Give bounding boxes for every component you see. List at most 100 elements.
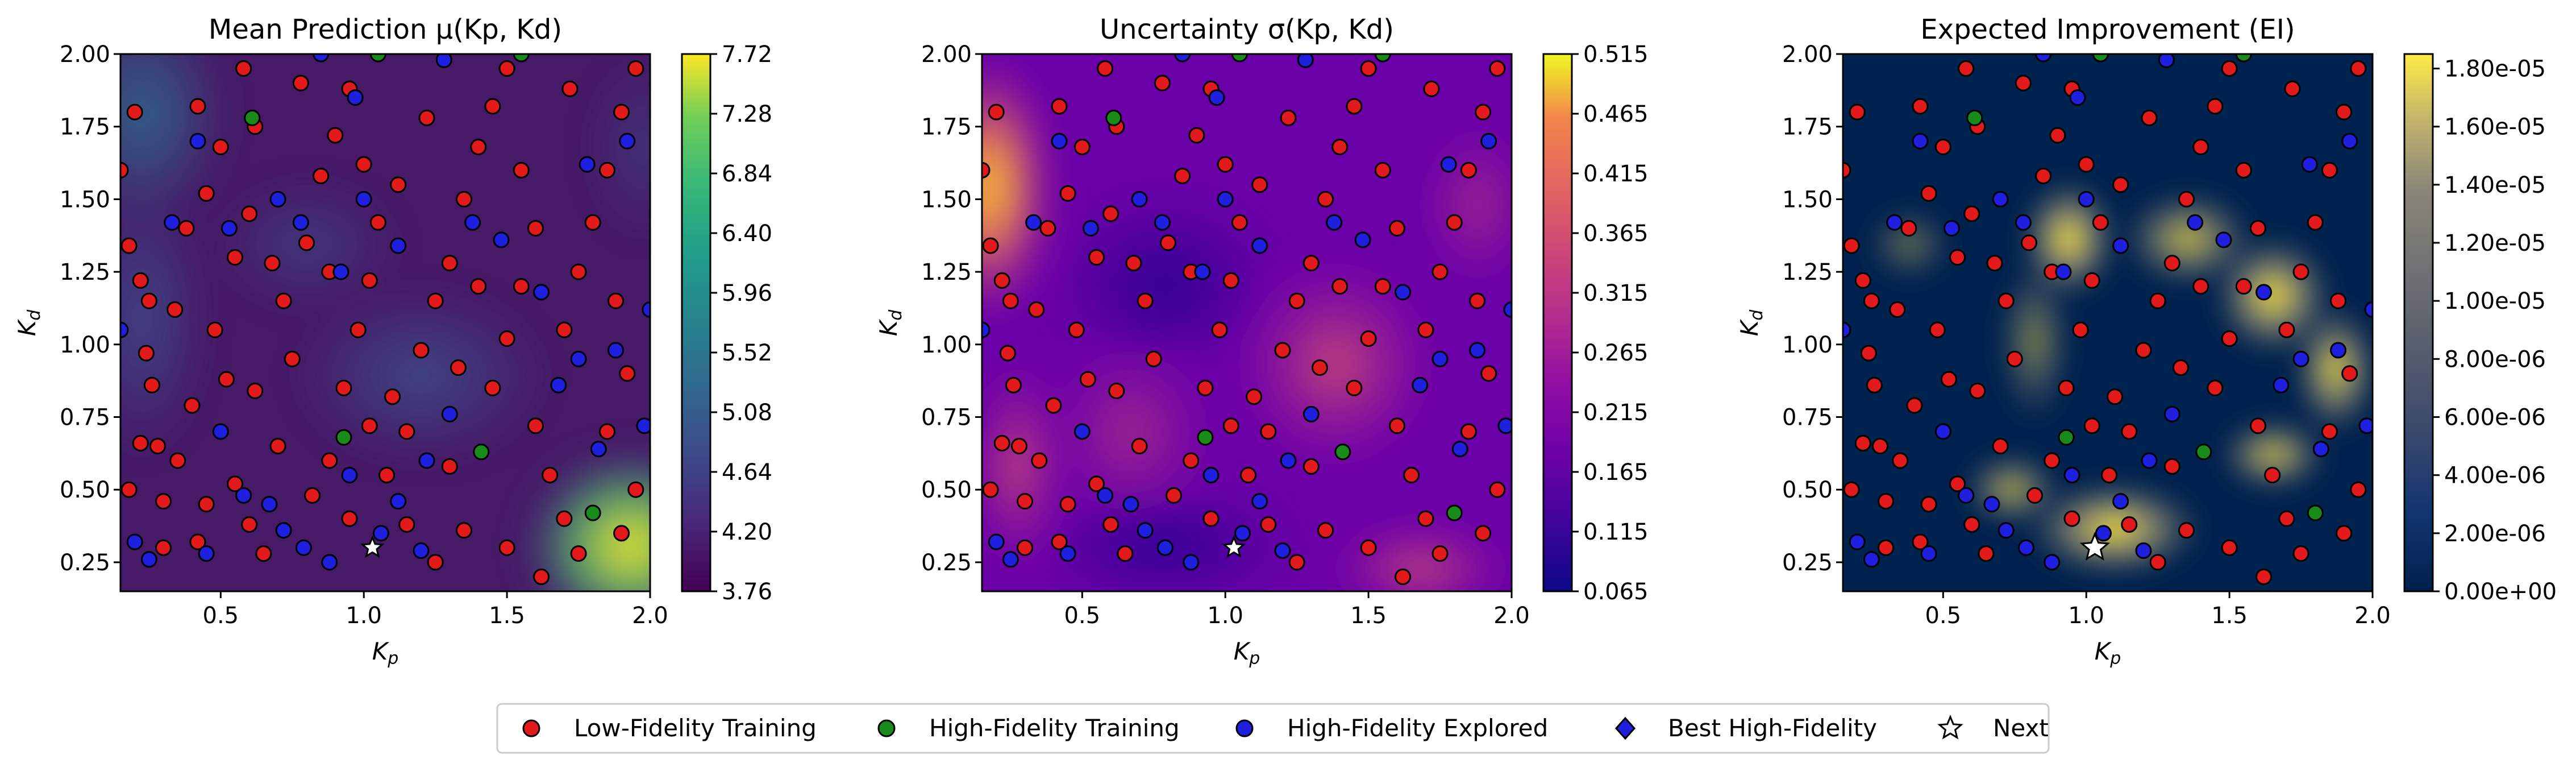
colorbar-tick-label: 0.00e+00 [2444, 579, 2557, 605]
high-fidelity-explored-point [2292, 350, 2309, 367]
colorbar-tick-label: 6.00e-06 [2444, 405, 2546, 431]
low-fidelity-point [2058, 379, 2075, 396]
low-fidelity-point [1489, 481, 1506, 498]
panel-expected-improvement: Expected Improvement (EI) 0.5 1.0 1.5 2.0 0.… [1736, 14, 2557, 669]
low-fidelity-point [1211, 321, 1228, 338]
low-fidelity-point [2336, 525, 2353, 542]
low-fidelity-point [982, 161, 991, 179]
y-tick-label: 0.25 [60, 550, 110, 576]
low-fidelity-point [2015, 74, 2032, 92]
high-fidelity-explored-point [1082, 219, 1099, 237]
heatmap-surface [1843, 54, 2373, 591]
low-fidelity-point [138, 345, 155, 362]
high-fidelity-training-point [1105, 109, 1122, 126]
y-tick-label: 0.50 [921, 477, 972, 503]
colorbar-tick-label: 0.265 [1583, 340, 1649, 366]
low-fidelity-point [1051, 533, 1068, 550]
low-fidelity-point [556, 321, 573, 338]
low-fidelity-point [1174, 168, 1191, 185]
high-fidelity-explored-point [550, 376, 567, 393]
low-fidelity-point [1929, 321, 1946, 338]
high-fidelity-training-point [1966, 109, 1983, 126]
low-fidelity-point [264, 255, 281, 272]
high-fidelity-explored-point [1863, 551, 1880, 568]
low-fidelity-point [1878, 539, 1895, 556]
low-fidelity-point [1088, 249, 1105, 266]
low-fidelity-point [1274, 342, 1291, 359]
high-fidelity-explored-point [1983, 496, 2000, 513]
high-fidelity-explored-point [1217, 190, 1234, 208]
high-fidelity-explored-point [1280, 452, 1297, 469]
low-fidelity-point [1317, 522, 1334, 539]
high-fidelity-explored-point [642, 301, 650, 318]
high-fidelity-explored-point [441, 405, 458, 422]
high-fidelity-explored-point [341, 467, 358, 484]
low-fidelity-point [1260, 423, 1277, 440]
colorbar-tick-label: 0.115 [1583, 519, 1649, 545]
next-point-star [360, 535, 385, 558]
low-fidelity-point [1017, 539, 1034, 556]
colorbar-tick-label: 0.165 [1583, 459, 1649, 486]
high-fidelity-explored-point [619, 132, 636, 150]
high-fidelity-explored-point [355, 190, 372, 208]
high-fidelity-explored-point [275, 522, 292, 539]
high-fidelity-training-point [369, 54, 386, 63]
low-fidelity-point [1246, 388, 1263, 405]
low-fidelity-point [1843, 161, 1851, 179]
low-fidelity-point [2192, 278, 2209, 295]
low-fidelity-point [149, 438, 166, 455]
low-fidelity-point [1849, 103, 1866, 121]
low-fidelity-point [619, 365, 636, 382]
low-fidelity-point [1863, 292, 1880, 309]
low-fidelity-point [1288, 554, 1305, 571]
high-fidelity-explored-point [1208, 89, 1225, 106]
low-fidelity-point [2221, 330, 2238, 347]
low-fidelity-point [2207, 98, 2224, 115]
high-fidelity-explored-point [2158, 54, 2175, 68]
high-fidelity-explored-point [1097, 487, 1114, 504]
high-fidelity-explored-point [1174, 54, 1191, 63]
low-fidelity-point [2330, 292, 2347, 309]
x-tick-label: 1.0 [346, 603, 382, 629]
next-point-star [2079, 532, 2110, 561]
low-fidelity-point [627, 481, 644, 498]
low-fidelity-point [527, 417, 544, 434]
high-fidelity-explored-point [189, 132, 206, 150]
high-fidelity-explored-point [313, 54, 330, 63]
high-fidelity-explored-point [2273, 376, 2290, 393]
y-tick-label: 2.00 [1782, 42, 1833, 68]
low-fidelity-point [418, 109, 435, 126]
high-fidelity-explored-point [1451, 441, 1468, 458]
colorbar-tick-label: 0.215 [1583, 400, 1649, 426]
colorbar-tick-label: 0.315 [1583, 280, 1649, 306]
x-tick-label: 1.0 [1207, 603, 1243, 629]
low-fidelity-point [498, 60, 515, 77]
low-fidelity-point [361, 417, 378, 434]
low-fidelity-point [227, 249, 244, 266]
high-fidelity-explored-point [1920, 545, 1937, 562]
low-fidelity-point [155, 493, 172, 510]
chart-title: Uncertainty σ(Kp, Kd) [1100, 14, 1394, 45]
y-axis-label: Kd [1736, 309, 1767, 337]
high-fidelity-training-point [1197, 429, 1214, 446]
low-fidelity-point [143, 376, 160, 393]
low-fidelity-point [2163, 458, 2180, 475]
low-fidelity-point [1073, 138, 1091, 155]
high-fidelity-training-point [2307, 504, 2324, 521]
low-fidelity-point [167, 301, 184, 318]
chart-title: Expected Improvement (EI) [1920, 14, 2295, 45]
low-fidelity-point [247, 383, 264, 400]
low-fidelity-point [198, 496, 215, 513]
y-tick-label: 1.50 [921, 186, 972, 213]
high-fidelity-explored-point [533, 284, 550, 301]
y-tick-label: 1.75 [921, 114, 972, 140]
low-fidelity-point [1125, 255, 1142, 272]
high-fidelity-explored-point [1440, 156, 1457, 173]
low-fidelity-point [2292, 545, 2309, 562]
low-fidelity-point [1360, 539, 1377, 556]
low-fidelity-point [1251, 176, 1268, 193]
low-fidelity-point [120, 237, 138, 254]
high-fidelity-explored-point [390, 493, 407, 510]
y-tick-label: 2.00 [60, 42, 110, 68]
low-fidelity-point [313, 168, 330, 185]
